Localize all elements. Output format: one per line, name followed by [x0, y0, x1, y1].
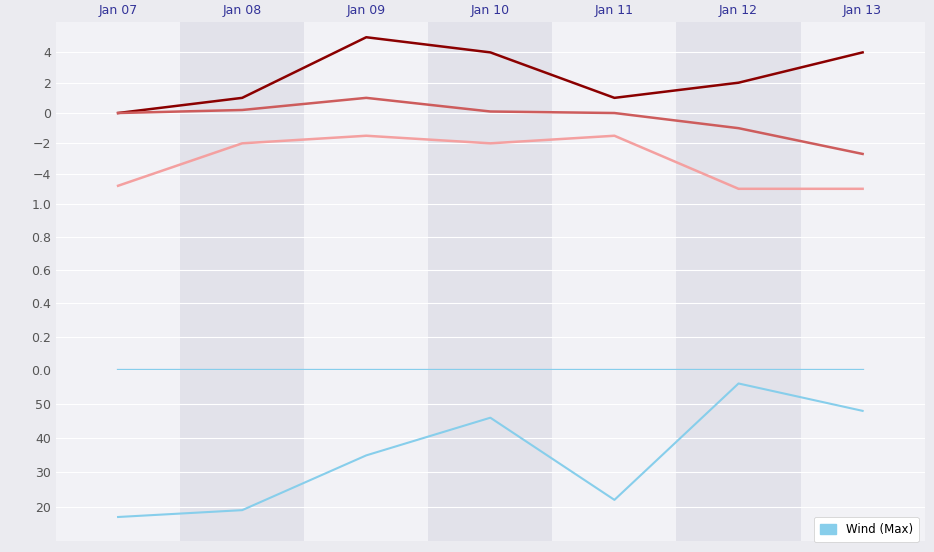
Bar	[676, 370, 800, 541]
Bar	[676, 22, 800, 204]
Bar	[429, 370, 552, 541]
Bar	[56, 204, 180, 370]
Bar	[304, 22, 429, 204]
Bar	[552, 22, 676, 204]
Legend: Wind (Max): Wind (Max)	[814, 517, 919, 542]
Bar	[304, 204, 429, 370]
Bar	[56, 22, 180, 204]
Bar	[56, 370, 180, 541]
Bar	[180, 370, 304, 541]
Bar	[429, 22, 552, 204]
Bar	[304, 370, 429, 541]
Legend: Temperature (Max), Temperature (Avg), Temperature (Min): Temperature (Max), Temperature (Avg), Te…	[474, 213, 919, 238]
Bar	[676, 204, 800, 370]
Legend: Precip, Precip (Avg): Precip, Precip (Avg)	[736, 385, 919, 410]
Bar	[552, 204, 676, 370]
Bar	[552, 370, 676, 541]
Bar	[429, 204, 552, 370]
Bar	[180, 204, 304, 370]
Bar	[800, 22, 925, 204]
Bar	[800, 204, 925, 370]
Bar	[180, 22, 304, 204]
Bar	[800, 370, 925, 541]
